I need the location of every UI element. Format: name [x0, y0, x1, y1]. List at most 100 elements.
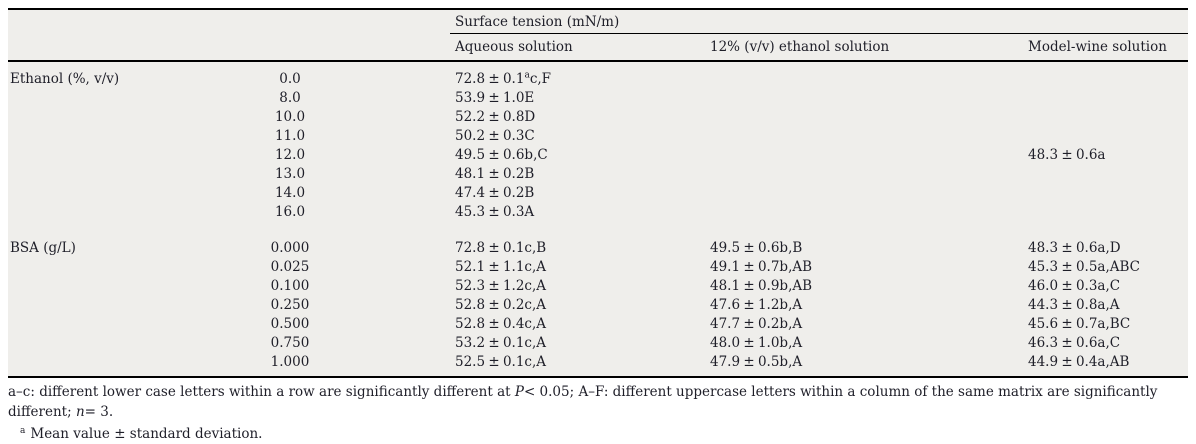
ethanol12-value-cell [710, 70, 1025, 89]
modelwine-value-cell: 44.9 ± 0.4a,AB [1028, 354, 1130, 370]
ethanol12-value-cell: 49.5 ± 0.6b,B [710, 240, 803, 256]
modelwine-value-cell [1025, 70, 1188, 89]
row-group-label [8, 334, 168, 353]
modelwine-value-cell: 48.3 ± 0.6a,D [1028, 240, 1121, 256]
ethanol12-value-cell [710, 89, 1025, 108]
ethanol12-value-cell [710, 146, 1025, 165]
concentration-cell: 11.0 [274, 128, 306, 144]
ethanol12-value-cell: 47.9 ± 0.5b,A [710, 354, 803, 370]
row-group-label [8, 258, 168, 277]
aqueous-value-cell: 52.8 ± 0.2c,A [455, 297, 547, 313]
aqueous-value-cell: 52.1 ± 1.1c,A [455, 259, 547, 275]
table-row: 12.0 49.5 ± 0.6b,C 48.3 ± 0.6a [8, 146, 1188, 165]
concentration-cell: 13.0 [274, 166, 306, 182]
aqueous-value-cell: 52.3 ± 1.2c,A [455, 278, 547, 294]
significance-footnote-text: < 0.05; A–F: different uppercase letters… [8, 384, 1158, 420]
row-group-label [8, 108, 168, 127]
concentration-cell: 0.500 [270, 316, 310, 332]
aqueous-value-cell: 48.1 ± 0.2B [455, 166, 535, 182]
table-row: Ethanol (%, v/v) 0.0 72.8 ± 0.1ac,F [8, 70, 1188, 89]
significance-footnote-text: a–c: different lower case letters within… [8, 384, 515, 400]
aqueous-value-cell: 47.4 ± 0.2B [455, 185, 535, 201]
table-column-headers: Aqueous solution 12% (v/v) ethanol solut… [8, 34, 1188, 62]
concentration-cell: 0.000 [270, 240, 310, 256]
table-row: 13.0 48.1 ± 0.2B [8, 165, 1188, 184]
table-row: 11.0 50.2 ± 0.3C [8, 127, 1188, 146]
concentration-cell: 10.0 [274, 109, 306, 125]
table-row: 0.750 53.2 ± 0.1c,A 48.0 ± 1.0b,A 46.3 ± 0.… [8, 334, 1188, 353]
row-group-label [8, 277, 168, 296]
table-body: Ethanol (%, v/v) 0.0 72.8 ± 0.1ac,F 8.0 53.9… [8, 70, 1188, 376]
col-header-aqueous: Aqueous solution [455, 39, 573, 55]
concentration-cell: 8.0 [279, 90, 301, 106]
aqueous-value-cell: 50.2 ± 0.3C [455, 128, 535, 144]
aqueous-value-cell: 72.8 ± 0.1c,B [455, 240, 547, 256]
ethanol12-value-cell [710, 203, 1025, 222]
concentration-cell: 14.0 [274, 185, 306, 201]
table-row: 0.100 52.3 ± 1.2c,A 48.1 ± 0.9b,AB 46.0 ± 0… [8, 277, 1188, 296]
row-group: Ethanol (%, v/v) 0.0 72.8 ± 0.1ac,F 8.0 53.9… [8, 70, 1188, 222]
ethanol12-value-cell [710, 127, 1025, 146]
ethanol12-value-cell: 47.7 ± 0.2b,A [710, 316, 803, 332]
concentration-cell: 0.025 [270, 259, 310, 275]
row-group-label [8, 315, 168, 334]
footnote-marker-a: a [20, 425, 26, 436]
table-row: 1.000 52.5 ± 0.1c,A 47.9 ± 0.5b,A 44.9 ± 0.… [8, 353, 1188, 372]
concentration-cell: 0.100 [270, 278, 310, 294]
row-group-label [8, 184, 168, 203]
concentration-cell: 0.750 [270, 335, 310, 351]
table-row: 14.0 47.4 ± 0.2B [8, 184, 1188, 203]
table-row: BSA (g/L) 0.000 72.8 ± 0.1c,B 49.5 ± 0.6b,B… [8, 239, 1188, 258]
row-group-label: BSA (g/L) [10, 240, 76, 256]
concentration-cell: 0.0 [279, 71, 301, 87]
modelwine-value-cell: 45.6 ± 0.7a,BC [1028, 316, 1131, 332]
modelwine-value-cell [1025, 127, 1188, 146]
row-group-label: Ethanol (%, v/v) [10, 71, 120, 87]
modelwine-value-cell [1025, 89, 1188, 108]
concentration-cell: 0.250 [270, 297, 310, 313]
col-header-ethanol12: 12% (v/v) ethanol solution [710, 39, 890, 55]
concentration-cell: 12.0 [274, 147, 306, 163]
modelwine-value-cell: 48.3 ± 0.6a [1028, 147, 1106, 163]
spanner-label: Surface tension (mN/m) [455, 14, 620, 30]
modelwine-value-cell: 45.3 ± 0.5a,ABC [1028, 259, 1141, 275]
table-row: 16.0 45.3 ± 0.3A [8, 203, 1188, 222]
modelwine-value-cell: 46.0 ± 0.3a,C [1028, 278, 1121, 294]
mean-footnote-text: Mean value ± standard deviation. [30, 426, 263, 442]
row-group-label [8, 203, 168, 222]
modelwine-value-cell [1025, 108, 1188, 127]
row-group-label [8, 146, 168, 165]
aqueous-value-cell: 52.8 ± 0.4c,A [455, 316, 547, 332]
modelwine-value-cell [1025, 184, 1188, 203]
table-spanner-header: Surface tension (mN/m) [8, 10, 1188, 34]
spanner-underline [450, 10, 1188, 34]
mean-footnote: a Mean value ± standard deviation. [8, 425, 1190, 444]
ethanol12-value-cell: 49.1 ± 0.7b,AB [710, 259, 813, 275]
aqueous-value-cell: 45.3 ± 0.3A [455, 204, 535, 220]
ethanol12-value-cell: 47.6 ± 1.2b,A [710, 297, 803, 313]
table-row: 8.0 53.9 ± 1.0E [8, 89, 1188, 108]
surface-tension-table: Surface tension (mN/m) Aqueous solution … [8, 8, 1188, 378]
aqueous-value-cell: 72.8 ± 0.1ac,F [455, 70, 552, 87]
modelwine-value-cell: 44.3 ± 0.8a,A [1028, 297, 1120, 313]
table-row: 10.0 52.2 ± 0.8D [8, 108, 1188, 127]
ethanol12-value-cell: 48.1 ± 0.9b,AB [710, 278, 813, 294]
aqueous-value-cell: 53.2 ± 0.1c,A [455, 335, 547, 351]
ethanol12-value-cell: 48.0 ± 1.0b,A [710, 335, 803, 351]
concentration-cell: 1.000 [270, 354, 310, 370]
modelwine-value-cell [1025, 203, 1188, 222]
significance-footnote: a–c: different lower case letters within… [8, 383, 1190, 422]
row-group-label [8, 296, 168, 315]
row-group-label [8, 127, 168, 146]
aqueous-value-cell: 52.5 ± 0.1c,A [455, 354, 547, 370]
ethanol12-value-cell [710, 165, 1025, 184]
col-header-modelwine: Model-wine solution [1028, 39, 1167, 55]
table-row: 0.500 52.8 ± 0.4c,A 47.7 ± 0.2b,A 45.6 ± 0.… [8, 315, 1188, 334]
ethanol12-value-cell [710, 108, 1025, 127]
significance-footnote-text: = 3. [84, 403, 114, 420]
table-row: 0.025 52.1 ± 1.1c,A 49.1 ± 0.7b,AB 45.3 ± 0… [8, 258, 1188, 277]
p-value-symbol: P [514, 384, 524, 400]
modelwine-value-cell: 46.3 ± 0.6a,C [1028, 335, 1121, 351]
n-symbol: n [75, 403, 85, 420]
